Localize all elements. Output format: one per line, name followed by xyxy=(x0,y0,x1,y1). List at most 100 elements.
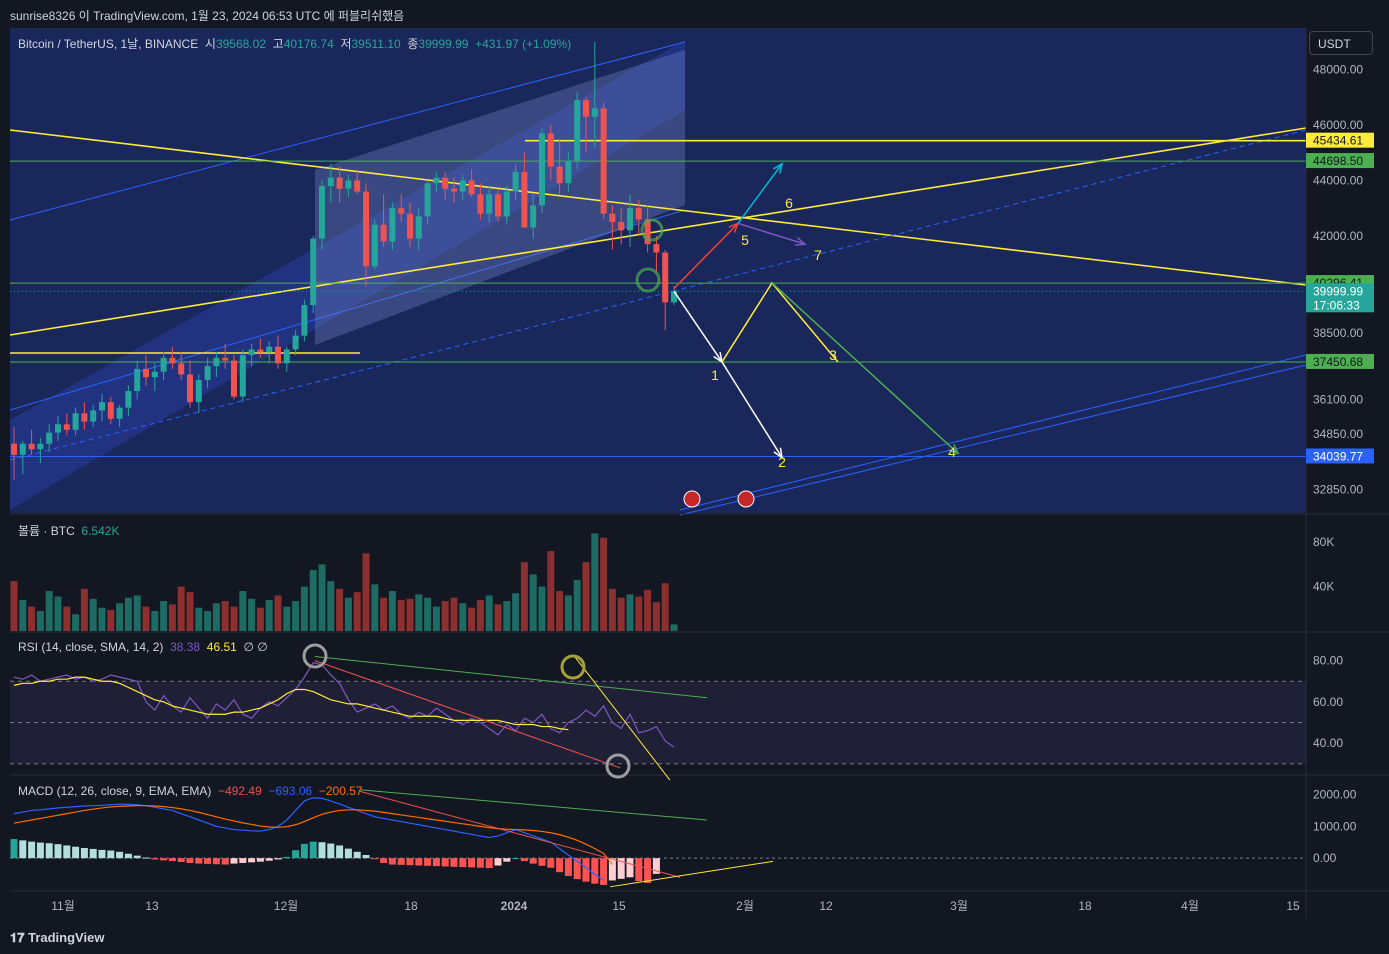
macd-histogram-bar xyxy=(300,843,308,859)
rsi-tick-label: 80.00 xyxy=(1313,654,1343,668)
volume-bar xyxy=(45,591,53,631)
volume-bar xyxy=(221,601,229,631)
candle-body xyxy=(565,161,572,184)
candle-body xyxy=(451,188,457,192)
wave-label: 2 xyxy=(778,454,786,470)
time-tick-label: 4월 xyxy=(1181,899,1199,913)
volume-bar xyxy=(503,601,511,631)
wave-6-arrow-head xyxy=(773,162,784,174)
macd-tick-label: 2000.00 xyxy=(1313,788,1357,802)
macd-value: −693.06 xyxy=(268,784,313,798)
macd-histogram-bar xyxy=(212,858,220,865)
low-label: 저 xyxy=(340,37,352,51)
wave-label: 6 xyxy=(785,195,793,211)
macd-histogram-bar xyxy=(265,858,273,861)
volume-bar xyxy=(19,599,27,631)
candle-body xyxy=(486,194,493,214)
volume-pane[interactable] xyxy=(10,533,678,631)
volume-bar xyxy=(98,607,106,631)
lower-channel-line xyxy=(679,364,1307,516)
candle-body xyxy=(583,100,589,117)
high-value: 40176.74 xyxy=(283,37,334,51)
candle-body xyxy=(19,443,26,455)
wave-label: 5 xyxy=(741,232,749,248)
macd-histogram-bar xyxy=(142,857,150,859)
open-label: 시 xyxy=(204,37,216,51)
macd-histogram-bar xyxy=(503,858,511,862)
volume-bar xyxy=(600,537,608,631)
candle-body xyxy=(424,183,431,217)
macd-histogram-bar xyxy=(362,855,370,859)
candle-body xyxy=(266,346,273,353)
volume-bar xyxy=(300,586,308,631)
candle-body xyxy=(415,216,422,239)
macd-histogram-bar xyxy=(485,858,493,869)
price-badge-label: 17:06:33 xyxy=(1313,298,1360,312)
rsi-sma-line xyxy=(13,676,569,731)
candle-body xyxy=(46,432,53,444)
rsi-line xyxy=(13,661,675,748)
volume-bar xyxy=(556,591,564,631)
macd-histogram-bar xyxy=(476,858,484,868)
price-tick-label: 44000.00 xyxy=(1313,173,1363,187)
macd-pane[interactable] xyxy=(10,789,1306,888)
volume-bar xyxy=(459,603,467,631)
rsi-pane[interactable] xyxy=(10,643,1306,781)
macd-histogram-bar xyxy=(45,843,53,859)
candle-body xyxy=(63,424,70,430)
wave-label: 7 xyxy=(814,247,822,263)
candle-body xyxy=(477,194,484,214)
candle-body xyxy=(363,191,369,267)
macd-histogram-bar xyxy=(468,858,476,868)
volume-bar xyxy=(520,562,528,631)
volume-label: 볼륨 · BTC xyxy=(18,524,75,538)
candle-body xyxy=(618,222,625,231)
candle-body xyxy=(310,238,317,306)
price-badge-label: 39999.99 xyxy=(1313,284,1363,298)
currency-button[interactable]: USDT xyxy=(1309,31,1373,55)
volume-bar xyxy=(476,599,484,631)
macd-histogram-bar xyxy=(520,858,528,862)
macd-histogram-bar xyxy=(19,840,27,859)
macd-histogram-bar xyxy=(344,848,352,859)
volume-value: 6.542K xyxy=(81,524,120,538)
macd-histogram-bar xyxy=(80,848,88,859)
volume-bar xyxy=(80,588,88,631)
price-badge-label: 45434.61 xyxy=(1313,134,1363,148)
macd-histogram-bar xyxy=(124,853,132,859)
macd-histogram-bar xyxy=(36,842,44,859)
volume-bar xyxy=(538,586,546,631)
channel-rect-fill xyxy=(10,28,1306,513)
downtrend-line xyxy=(9,129,1307,286)
rsi-label: RSI (14, close, SMA, 14, 2) xyxy=(18,640,164,654)
volume-bar xyxy=(670,624,678,631)
rsi-divergence-line xyxy=(572,654,671,781)
macd-histogram-bar xyxy=(98,849,106,859)
main-pane[interactable]: 1 2 3 4 5 6 7 xyxy=(9,40,1307,516)
macd-histogram-bar xyxy=(327,843,335,859)
rsi-tick-label: 40.00 xyxy=(1313,736,1343,750)
candle-body xyxy=(151,371,158,378)
macd-histogram-bar xyxy=(547,858,555,868)
price-badge xyxy=(1306,132,1374,148)
volume-bar xyxy=(494,604,502,631)
candle-body xyxy=(354,180,361,192)
publish-line: sunrise8326 이 TradingView.com, 1월 23, 20… xyxy=(10,9,405,23)
candle-body xyxy=(556,166,563,184)
macd-histogram-bar xyxy=(72,846,80,859)
macd-histogram-bar xyxy=(239,858,247,863)
time-tick-label: 18 xyxy=(1078,899,1092,913)
volume-bar xyxy=(344,597,352,631)
macd-histogram-bar xyxy=(371,858,379,860)
macd-histogram-bar xyxy=(450,858,458,867)
volume-bar xyxy=(424,597,432,631)
time-tick-label: 3월 xyxy=(950,899,968,913)
candle-body xyxy=(301,305,308,336)
macd-histogram-bar xyxy=(89,848,97,859)
candle-body xyxy=(327,177,334,186)
price-tick-label: 34850.00 xyxy=(1313,427,1363,441)
candle-body xyxy=(336,177,343,189)
time-tick-label: 15 xyxy=(1286,899,1300,913)
macd-histogram-bar xyxy=(221,858,229,865)
